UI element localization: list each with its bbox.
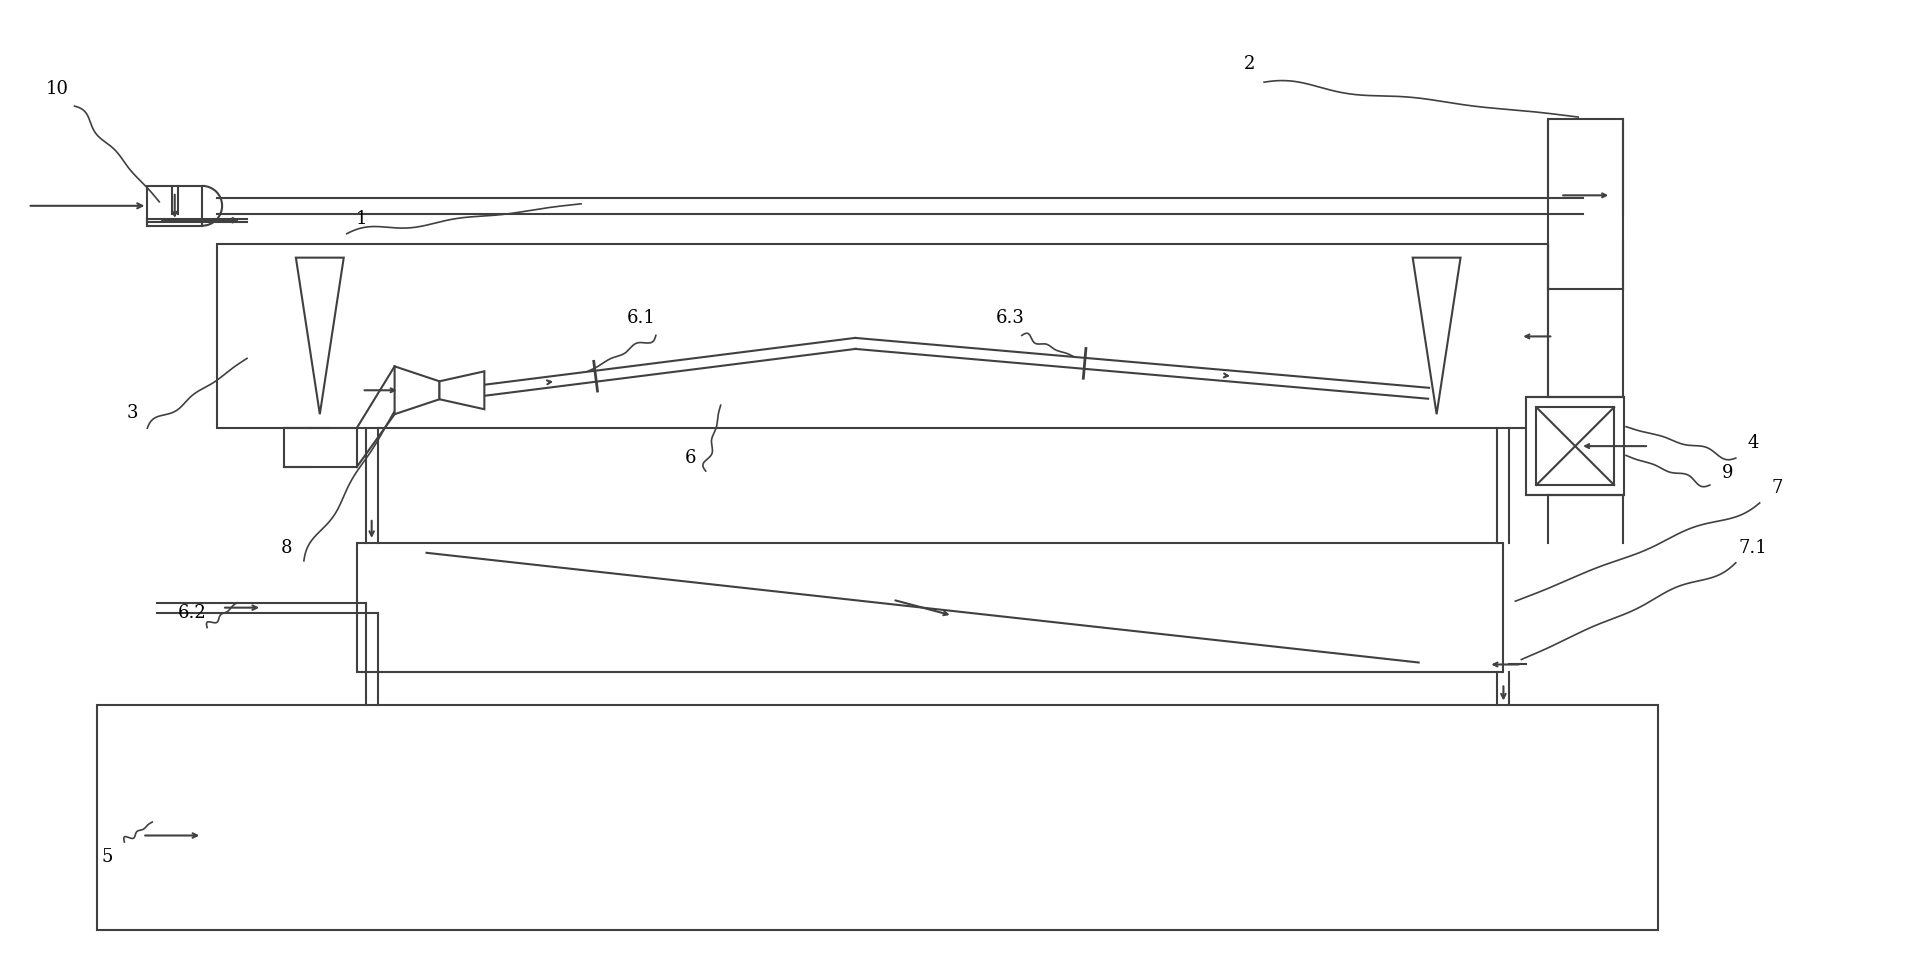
Bar bbox=[1537, 408, 1615, 485]
Bar bbox=[218, 243, 1548, 428]
Text: 1: 1 bbox=[355, 210, 367, 228]
Bar bbox=[97, 705, 1659, 930]
Text: 6: 6 bbox=[685, 450, 697, 467]
Polygon shape bbox=[296, 258, 344, 414]
Text: 3: 3 bbox=[126, 404, 137, 422]
Text: 8: 8 bbox=[281, 539, 292, 557]
Text: 6.3: 6.3 bbox=[995, 309, 1025, 328]
Text: 5: 5 bbox=[101, 847, 113, 866]
Bar bbox=[147, 186, 202, 226]
Polygon shape bbox=[395, 367, 439, 414]
Text: 7.1: 7.1 bbox=[1739, 539, 1768, 557]
Polygon shape bbox=[1413, 258, 1460, 414]
Bar bbox=[357, 543, 1504, 672]
Bar bbox=[1548, 119, 1623, 289]
Bar bbox=[284, 428, 357, 467]
Text: 7: 7 bbox=[1772, 479, 1783, 497]
Bar bbox=[1527, 397, 1625, 495]
Text: 10: 10 bbox=[46, 80, 69, 98]
Text: 6.2: 6.2 bbox=[178, 603, 206, 622]
Text: 4: 4 bbox=[1747, 434, 1758, 452]
Polygon shape bbox=[439, 372, 485, 410]
Text: 9: 9 bbox=[1722, 464, 1733, 482]
Text: 6.1: 6.1 bbox=[626, 309, 655, 328]
Text: 2: 2 bbox=[1243, 55, 1254, 73]
